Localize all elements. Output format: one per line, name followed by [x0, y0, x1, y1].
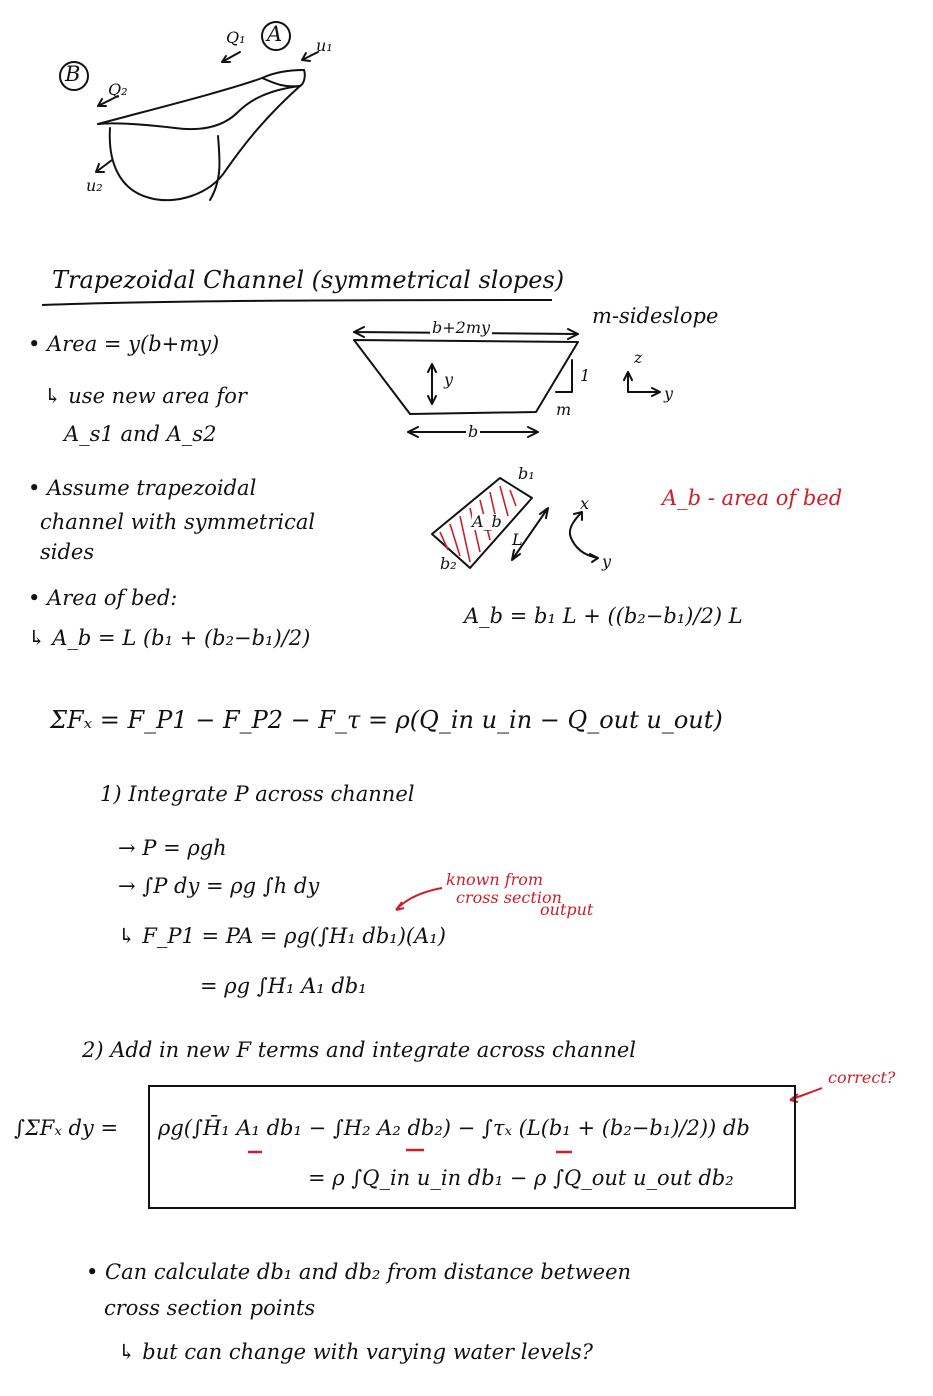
boxed-equation-line-2: = ρ ∫Q_in u_in db₁ − ρ ∫Q_out u_out db₂: [308, 1166, 734, 1190]
trapezoid-shape: [353, 339, 579, 415]
area-line-1: • Area = y(b+my): [28, 332, 220, 356]
trap-depth-label: y: [444, 370, 454, 389]
closing-line-2: cross section points: [104, 1296, 316, 1320]
sideslope-label: m-sideslope: [592, 304, 719, 328]
bed-l-label: L: [512, 530, 523, 549]
label-u2: u₂: [86, 176, 103, 195]
label-a: A: [267, 22, 283, 46]
bed-b1-label: b₁: [518, 464, 535, 483]
bed-formula: ↳ A_b = L (b₁ + (b₂−b₁)/2): [28, 626, 311, 650]
area-line-2: ↳ use new area for: [44, 384, 247, 408]
boxed-equation-line-1: ρg(∫H̄₁ A₁ db₁ − ∫H₂ A₂ db₂) − ∫τₓ (L(b₁…: [158, 1116, 750, 1140]
trap-one-label: 1: [580, 366, 591, 385]
step-2: 2) Add in new F terms and integrate acro…: [82, 1038, 636, 1062]
sum-forces-equation: ΣFₓ = F_P1 − F_P2 − F_τ = ρ(Q_in u_in − …: [50, 706, 723, 734]
bed-right-formula: A_b = b₁ L + ((b₂−b₁)/2) L: [464, 604, 743, 628]
area-line-3: A_s1 and A_s2: [64, 422, 217, 446]
integral-sum-lhs: ∫ΣFₓ dy =: [14, 1116, 119, 1140]
axis-y-label: y: [664, 384, 674, 403]
label-q2: Q₂: [108, 80, 128, 99]
bed-b2-label: b₂: [440, 554, 457, 573]
bed-area-note: A_b - area of bed: [662, 486, 843, 510]
fp1-result: = ρg ∫H₁ A₁ db₁: [200, 974, 367, 998]
label-q1: Q₁: [226, 28, 246, 47]
step-1: 1) Integrate P across channel: [100, 782, 415, 806]
known-note-1: known from: [446, 870, 544, 889]
axis-z-label: z: [634, 348, 643, 367]
label-u1: u₁: [316, 36, 333, 55]
pressure-eq: → P = ρgh: [118, 836, 227, 860]
assume-line-1: • Assume trapezoidal: [28, 476, 257, 500]
bed-shape: [431, 477, 533, 569]
bed-axis-x-label: x: [580, 494, 590, 513]
channel-outline: [97, 69, 305, 125]
boxed-equation: [148, 1085, 796, 1209]
assume-line-3: sides: [40, 540, 95, 564]
closing-line-3: ↳ but can change with varying water leve…: [118, 1340, 593, 1364]
trap-m-label: m: [556, 400, 572, 419]
pressure-integral: → ∫P dy = ρg ∫h dy: [118, 874, 320, 898]
page-title: Trapezoidal Channel (symmetrical slopes): [52, 266, 565, 294]
correct-note: correct?: [828, 1068, 896, 1087]
assume-line-2: channel with symmetrical: [40, 510, 316, 534]
closing-line-1: • Can calculate db₁ and db₂ from distanc…: [86, 1260, 632, 1284]
known-note-3: output: [540, 900, 594, 919]
trap-bottom-label: b: [466, 422, 481, 441]
label-b: B: [65, 62, 81, 86]
bed-axis-y-label: y: [602, 552, 612, 571]
bed-title: • Area of bed:: [28, 586, 178, 610]
fp1-eq: ↳ F_P1 = PA = ρg(∫H₁ db₁)(A₁): [118, 924, 446, 948]
known-note-2: cross section: [456, 888, 562, 907]
trap-top-label: b+2my: [430, 318, 493, 337]
bed-ab-label: A_b: [472, 512, 502, 531]
